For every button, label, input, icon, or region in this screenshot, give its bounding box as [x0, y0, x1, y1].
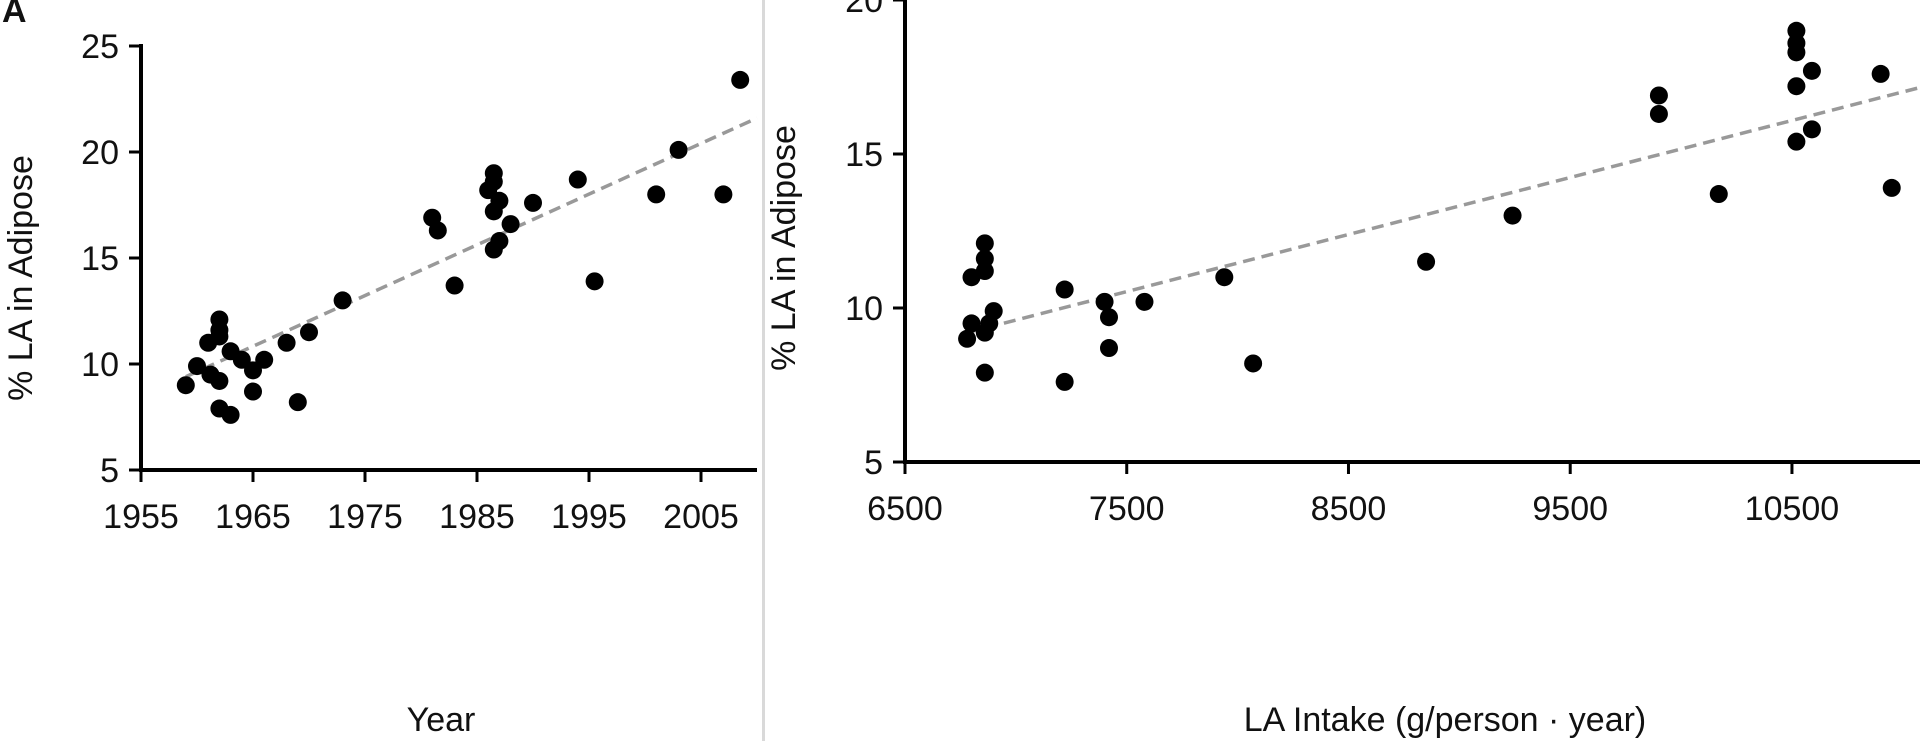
- data-point: [445, 276, 464, 295]
- y-tick-label: 25: [81, 28, 119, 66]
- data-point: [1802, 61, 1821, 80]
- data-point: [1095, 292, 1114, 311]
- x-tick-label: 2005: [663, 498, 739, 536]
- data-point: [333, 291, 352, 310]
- data-point: [1100, 308, 1118, 327]
- x-tick-label: 1965: [215, 498, 291, 536]
- data-point: [176, 376, 195, 395]
- data-point: [1055, 280, 1074, 299]
- trend-line: [185, 116, 758, 379]
- data-point: [288, 393, 307, 412]
- data-point: [714, 185, 733, 204]
- y-tick-label: 20: [81, 134, 119, 172]
- x-axis-label: Year: [407, 701, 476, 739]
- data-point: [1787, 43, 1806, 62]
- x-tick-label: 7500: [1089, 490, 1165, 528]
- data-point: [232, 350, 251, 369]
- data-point: [1787, 77, 1806, 96]
- y-tick-label: 20: [845, 0, 883, 20]
- x-tick-label: 1975: [327, 498, 403, 536]
- data-point: [975, 262, 994, 281]
- data-point: [1802, 120, 1821, 139]
- data-point: [980, 314, 999, 333]
- trend-line: [966, 85, 1920, 335]
- data-point: [585, 272, 604, 291]
- data-point: [975, 363, 994, 382]
- data-point: [255, 350, 274, 369]
- y-axis-label: % LA in Adipose: [765, 125, 803, 371]
- y-tick-label: 5: [100, 452, 119, 490]
- data-point: [1787, 132, 1806, 151]
- x-tick-label: 6500: [867, 490, 943, 528]
- data-point: [524, 193, 542, 212]
- y-tick-label: 5: [864, 444, 883, 482]
- data-point: [958, 329, 977, 348]
- data-point: [1244, 354, 1263, 373]
- y-tick-label: 15: [81, 240, 119, 278]
- data-point: [428, 221, 447, 240]
- data-point: [1649, 104, 1668, 123]
- data-point: [221, 405, 240, 424]
- data-point: [501, 215, 520, 234]
- data-point: [1215, 268, 1234, 287]
- x-tick-label: 10500: [1745, 490, 1840, 528]
- data-point: [1503, 206, 1522, 225]
- data-point: [962, 314, 981, 333]
- y-tick-label: 10: [81, 346, 119, 384]
- data-point: [1882, 178, 1901, 197]
- data-point: [669, 140, 688, 159]
- y-axis-label: % LA in Adipose: [2, 155, 40, 401]
- data-point: [1417, 252, 1436, 271]
- data-point: [975, 234, 994, 253]
- data-point: [490, 232, 509, 251]
- data-point: [484, 172, 503, 191]
- data-point: [568, 170, 587, 189]
- data-point: [1135, 292, 1154, 311]
- data-point: [300, 323, 318, 342]
- data-point: [1871, 64, 1890, 83]
- y-tick-label: 10: [845, 290, 883, 328]
- data-point: [244, 382, 262, 401]
- data-point: [244, 361, 262, 380]
- y-tick-label: 15: [845, 136, 883, 174]
- data-point: [647, 185, 666, 204]
- data-point: [1055, 372, 1074, 391]
- data-point: [1787, 21, 1806, 40]
- data-point: [188, 357, 206, 376]
- x-tick-label: 8500: [1311, 490, 1387, 528]
- x-tick-label: 9500: [1532, 490, 1608, 528]
- x-tick-label: 1995: [551, 498, 627, 536]
- x-tick-label: 1955: [103, 498, 179, 536]
- panel-divider: [762, 0, 765, 741]
- x-tick-label: 1985: [439, 498, 515, 536]
- data-point: [1709, 185, 1728, 204]
- data-point: [731, 70, 750, 89]
- panel-label: A: [2, 0, 27, 30]
- x-axis-label: LA Intake (g/person · year): [1244, 701, 1647, 739]
- chart-panel-a: 5 10 15 20 25 1955 1965 1975 1985 1995 2005 Year % L…: [2, 0, 758, 739]
- data-point: [277, 333, 296, 352]
- data-point: [1649, 86, 1668, 105]
- data-point: [210, 371, 229, 390]
- data-point: [210, 327, 229, 346]
- data-point: [1100, 339, 1118, 358]
- chart-panel-b: 5 10 15 20 6500 7500 8500 9500 10500 LA Intake (g…: [765, 0, 1920, 739]
- data-point: [490, 191, 509, 210]
- data-point: [975, 249, 994, 268]
